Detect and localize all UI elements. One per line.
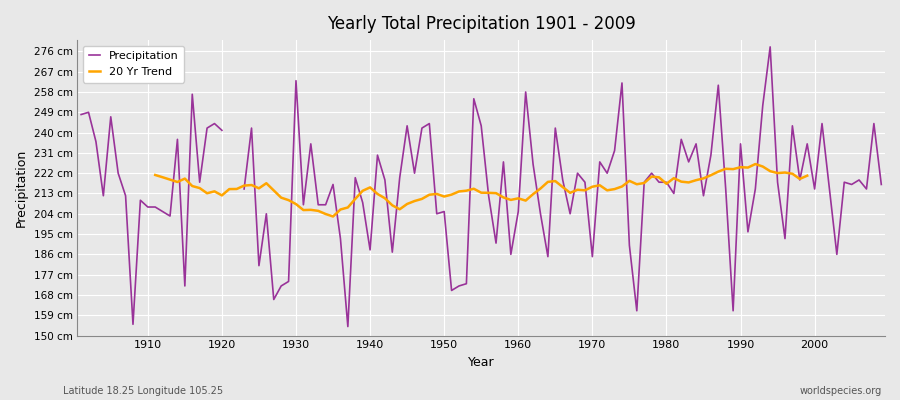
Precipitation	[165, 214, 176, 218]
Line: Precipitation: Precipitation	[81, 94, 222, 324]
Precipitation	[142, 205, 153, 210]
20 Yr Trend	[802, 173, 813, 178]
20 Yr Trend	[231, 186, 242, 191]
Precipitation	[179, 284, 190, 288]
Precipitation	[194, 180, 205, 185]
20 Yr Trend	[284, 198, 294, 202]
20 Yr Trend	[750, 162, 760, 166]
Y-axis label: Precipitation: Precipitation	[15, 149, 28, 227]
Precipitation	[128, 322, 139, 327]
20 Yr Trend	[410, 199, 420, 204]
Text: Latitude 18.25 Longitude 105.25: Latitude 18.25 Longitude 105.25	[63, 386, 223, 396]
Precipitation	[149, 205, 160, 210]
20 Yr Trend	[217, 193, 228, 198]
X-axis label: Year: Year	[468, 356, 494, 369]
Precipitation	[83, 110, 94, 115]
Precipitation	[135, 198, 146, 203]
Precipitation	[76, 112, 86, 117]
20 Yr Trend	[149, 172, 160, 177]
20 Yr Trend	[328, 214, 338, 219]
Precipitation	[105, 114, 116, 119]
Precipitation	[121, 193, 131, 198]
Precipitation	[202, 126, 212, 130]
Precipitation	[209, 121, 220, 126]
Precipitation	[172, 137, 183, 142]
20 Yr Trend	[491, 191, 501, 196]
Precipitation	[158, 209, 168, 214]
20 Yr Trend	[735, 165, 746, 170]
Line: 20 Yr Trend: 20 Yr Trend	[155, 164, 807, 216]
Precipitation	[112, 171, 123, 176]
Precipitation	[217, 128, 228, 133]
Title: Yearly Total Precipitation 1901 - 2009: Yearly Total Precipitation 1901 - 2009	[327, 15, 635, 33]
Legend: Precipitation, 20 Yr Trend: Precipitation, 20 Yr Trend	[83, 46, 184, 82]
Precipitation	[187, 92, 198, 97]
Precipitation	[91, 139, 102, 144]
Precipitation	[98, 193, 109, 198]
Text: worldspecies.org: worldspecies.org	[800, 386, 882, 396]
